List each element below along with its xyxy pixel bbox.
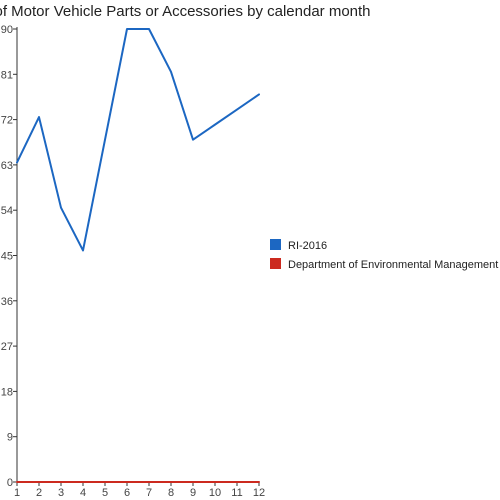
y-tick-label: 36 [1, 296, 13, 308]
legend-swatch [270, 258, 281, 269]
data-point [103, 137, 108, 142]
data-point [59, 480, 64, 485]
chart-title: ft of Motor Vehicle Parts or Accessories… [0, 3, 371, 20]
data-point [81, 248, 86, 253]
data-point [191, 137, 196, 142]
legend: RI-2016 Department of Environmental Manag… [270, 239, 498, 271]
y-tick-label: 0 [7, 477, 13, 489]
data-point [15, 480, 20, 485]
y-tick-label: 81 [1, 69, 13, 81]
data-point [125, 27, 130, 32]
x-tick-label: 12 [253, 487, 265, 499]
data-point [169, 480, 174, 485]
data-point [81, 480, 86, 485]
y-tick-label: 54 [1, 205, 13, 217]
y-tick-label: 18 [1, 386, 13, 398]
x-tick-label: 3 [58, 487, 64, 499]
x-tick-label: 10 [209, 487, 221, 499]
y-tick-label: 72 [1, 115, 13, 127]
data-point [37, 115, 42, 120]
data-point [59, 205, 64, 210]
series-line-ri-2016 [16, 28, 260, 252]
y-tick-label: 90 [1, 24, 13, 36]
data-point [37, 480, 42, 485]
legend-label: RI-2016 [288, 240, 327, 252]
data-point [235, 480, 240, 485]
data-point [213, 480, 218, 485]
y-tick-label: 45 [1, 251, 13, 263]
data-point [257, 480, 262, 485]
data-point [125, 480, 130, 485]
data-point [103, 480, 108, 485]
x-tick-label: 11 [231, 487, 242, 499]
data-point [147, 480, 152, 485]
legend-label: Department of Environmental Management [288, 259, 498, 271]
data-point [213, 122, 218, 127]
data-point [257, 92, 262, 97]
y-tick-label: 9 [7, 432, 13, 444]
x-tick-label: 5 [102, 487, 108, 499]
y-tick-label: 63 [1, 160, 13, 172]
x-tick-label: 8 [168, 487, 174, 499]
x-tick-label: 9 [190, 487, 196, 499]
legend-swatch [270, 239, 281, 250]
x-tick-label: 7 [146, 487, 152, 499]
x-tick-label: 4 [80, 487, 86, 499]
data-point [235, 107, 240, 112]
x-tick-label: 1 [14, 487, 20, 499]
x-tick-label: 2 [36, 487, 42, 499]
y-tick-label: 27 [1, 341, 13, 353]
data-point [147, 27, 152, 32]
series-layer [15, 27, 262, 485]
x-tick-label: 6 [124, 487, 130, 499]
data-point [191, 480, 196, 485]
data-point [15, 160, 20, 165]
data-point [169, 69, 174, 74]
